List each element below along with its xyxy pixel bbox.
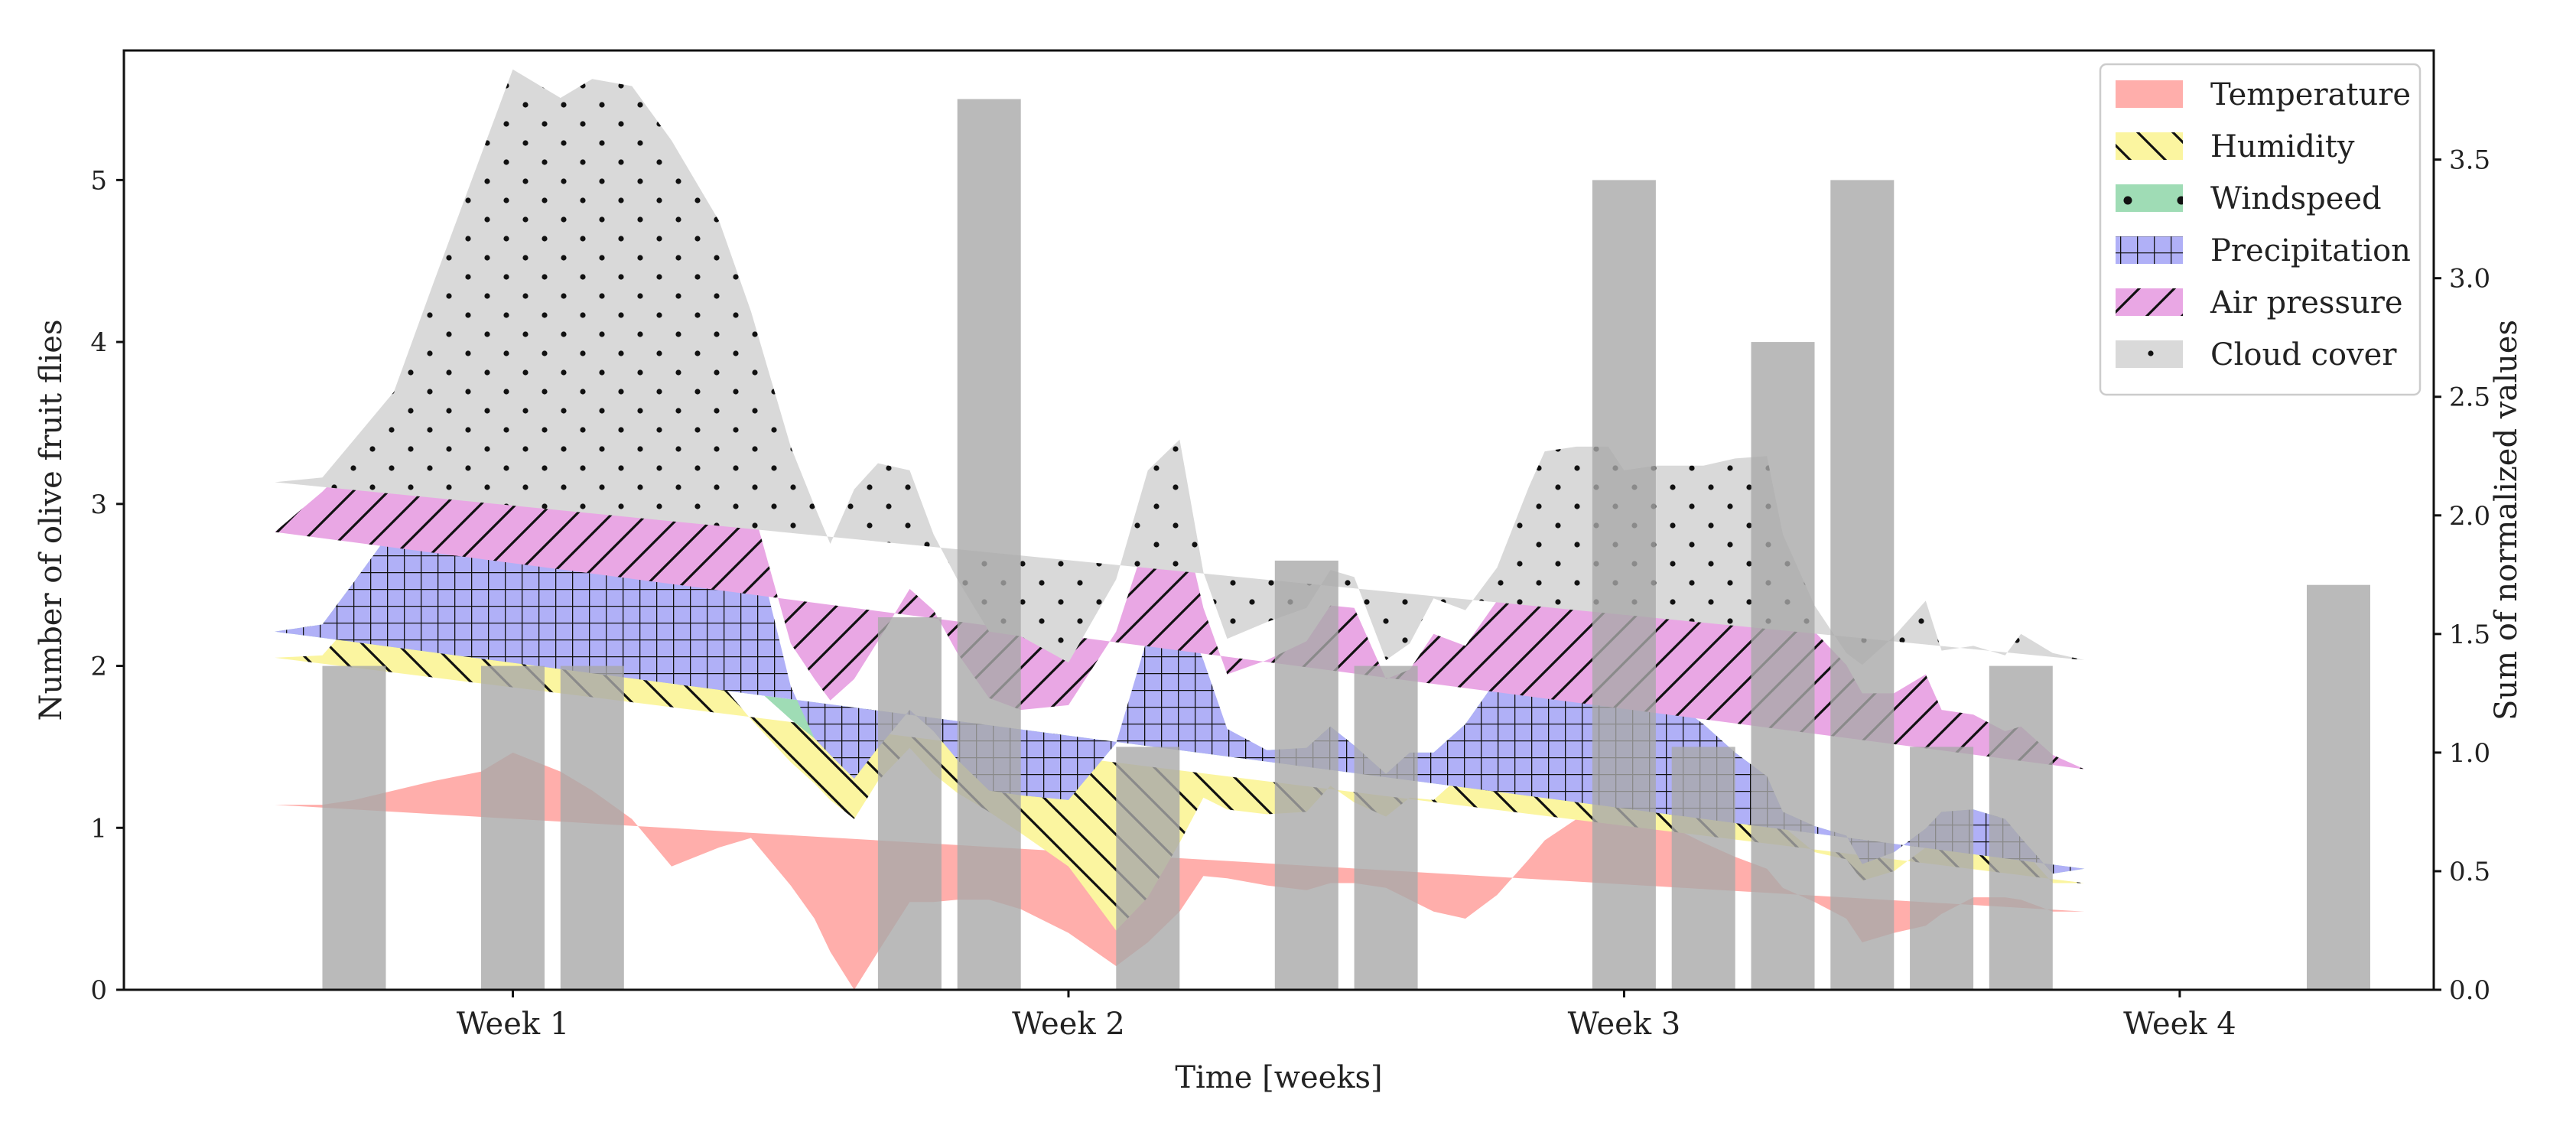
legend-swatch-hatch xyxy=(2116,288,2183,316)
right-tick-label: 2.0 xyxy=(2449,501,2490,532)
bar-8 xyxy=(1592,180,1656,990)
right-y-axis-label: Sum of normalized values xyxy=(2489,320,2524,721)
bar-4 xyxy=(957,99,1021,990)
legend-label: Precipitation xyxy=(2210,233,2411,268)
left-tick-label: 3 xyxy=(90,490,107,520)
legend-swatch-hatch xyxy=(2116,184,2183,212)
right-tick-label: 0.0 xyxy=(2449,975,2490,1006)
left-y-ticks: 0 1 2 3 4 5 xyxy=(90,165,124,1006)
left-tick-label: 5 xyxy=(90,165,107,196)
bar-2 xyxy=(560,665,624,990)
legend-label: Humidity xyxy=(2210,129,2355,164)
right-tick-label: 1.5 xyxy=(2449,620,2490,650)
legend-entry-cloud-cover: Cloud cover xyxy=(2116,337,2397,373)
legend-entry-windspeed: Windspeed xyxy=(2116,181,2382,216)
left-tick-label: 0 xyxy=(90,975,107,1006)
bar-3 xyxy=(877,617,942,990)
right-tick-label: 0.5 xyxy=(2449,857,2490,887)
x-tick-label: Week 3 xyxy=(1568,1007,1681,1042)
legend-entry-humidity: Humidity xyxy=(2116,129,2355,164)
legend-label: Temperature xyxy=(2210,77,2411,112)
right-tick-label: 2.5 xyxy=(2449,382,2490,413)
left-tick-label: 2 xyxy=(90,652,107,682)
legend-label: Windspeed xyxy=(2210,181,2382,216)
legend-swatch-hatch xyxy=(2116,236,2183,264)
legend-swatch-hatch xyxy=(2116,340,2183,368)
plot-frame xyxy=(122,49,2435,991)
axes xyxy=(122,49,2435,991)
legend-swatch-hatch xyxy=(2116,132,2183,160)
bar-0 xyxy=(322,665,386,990)
left-tick-label: 4 xyxy=(90,327,107,358)
legend-entry-temperature: Temperature xyxy=(2116,77,2411,112)
fly-count-bars xyxy=(322,99,2370,991)
x-ticks: Week 1 Week 2 Week 3 Week 4 xyxy=(457,990,2236,1042)
bar-6 xyxy=(1274,560,1338,990)
bar-14 xyxy=(2307,584,2370,990)
bar-5 xyxy=(1116,747,1180,990)
right-tick-label: 1.0 xyxy=(2449,738,2490,769)
legend: Temperature Humidity Windspeed Precipitatio… xyxy=(2099,63,2422,396)
bar-12 xyxy=(1910,747,1974,990)
x-tick-label: Week 2 xyxy=(1012,1007,1125,1042)
bar-1 xyxy=(481,665,545,990)
legend-label: Cloud cover xyxy=(2210,337,2397,373)
bar-10 xyxy=(1751,342,1815,991)
legend-swatch xyxy=(2116,80,2183,108)
bar-9 xyxy=(1671,747,1735,990)
right-y-ticks: 0.0 0.5 1.0 1.5 2.0 2.5 3.0 3.5 xyxy=(2434,145,2490,1006)
x-tick-label: Week 4 xyxy=(2123,1007,2236,1042)
legend-entry-air-pressure: Air pressure xyxy=(2116,285,2403,320)
x-axis-label: Time [weeks] xyxy=(1175,1060,1382,1095)
left-tick-label: 1 xyxy=(90,813,107,844)
bar-13 xyxy=(1989,665,2053,990)
bar-7 xyxy=(1354,665,1418,990)
left-y-axis-label: Number of olive fruit flies xyxy=(34,320,69,721)
right-tick-label: 3.0 xyxy=(2449,264,2490,294)
right-tick-label: 3.5 xyxy=(2449,145,2490,176)
legend-entry-precipitation: Precipitation xyxy=(2116,233,2411,268)
legend-label: Air pressure xyxy=(2210,285,2403,320)
x-tick-label: Week 1 xyxy=(457,1007,570,1042)
bar-11 xyxy=(1830,180,1895,990)
